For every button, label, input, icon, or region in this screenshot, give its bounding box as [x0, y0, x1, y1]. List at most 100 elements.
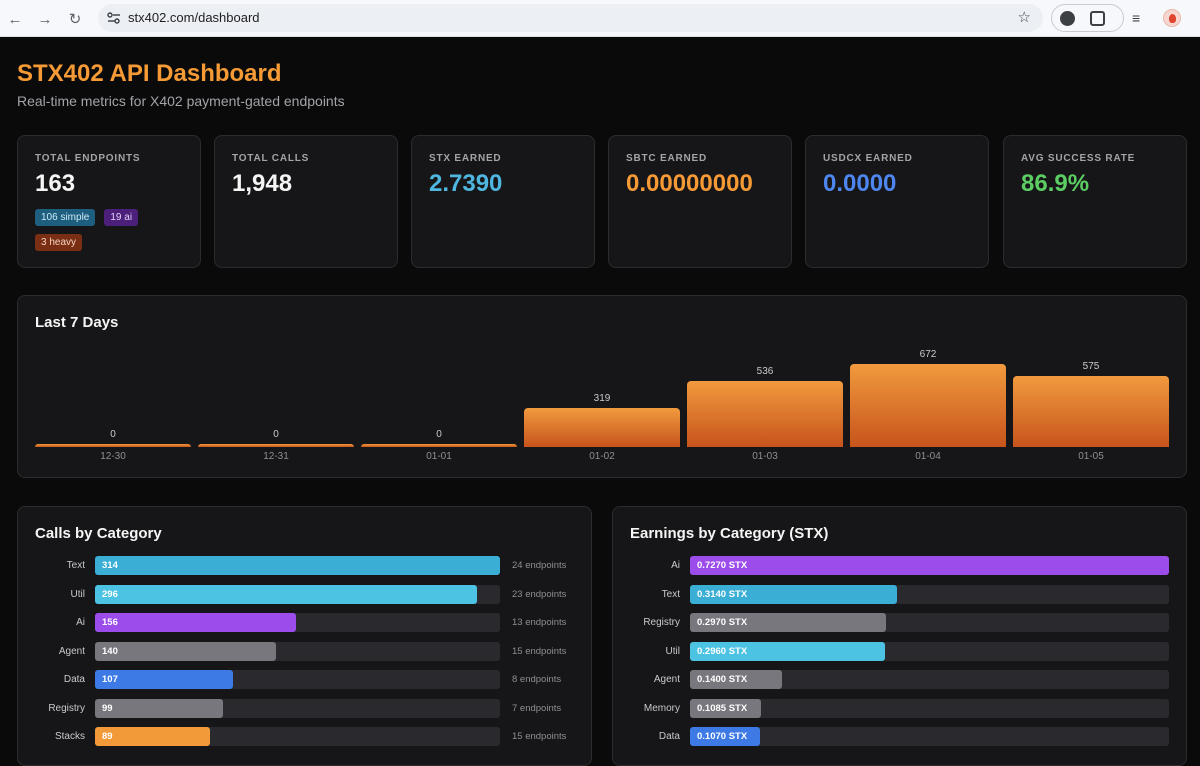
- badge-ai: 19 ai: [104, 209, 139, 226]
- address-bar[interactable]: stx402.com/dashboard ☆: [98, 4, 1043, 32]
- bar-track: 0.1085 STX: [690, 698, 1169, 718]
- bookmark-star-icon[interactable]: ☆: [1017, 9, 1031, 26]
- bar-value-label: 314: [102, 560, 118, 571]
- x-tick-label: 01-03: [752, 451, 778, 462]
- bar-ai: 156: [95, 613, 297, 632]
- bar-track: 0.2970 STX: [690, 613, 1169, 632]
- bar-value-label: 672: [919, 349, 937, 360]
- category-label: Util: [665, 645, 680, 657]
- category-label: Agent: [653, 674, 680, 685]
- bar-stacks: 89: [95, 727, 210, 746]
- bar-track: 0.1070 STX: [690, 727, 1169, 746]
- x-tick-label: 12-30: [100, 451, 126, 462]
- bar-track: 89: [95, 727, 500, 746]
- earnings-by-category-card: Earnings by Category (STX) Ai 0.7270 STX T…: [612, 506, 1187, 766]
- last-7-days-card: Last 7 Days 0 12-30 0 12-31 0 01-01 319 01-02 53…: [17, 295, 1187, 478]
- category-label: Agent: [58, 645, 85, 657]
- endpoint-count: 13 endpoints: [512, 617, 567, 628]
- bar-track: 107: [95, 670, 500, 689]
- bar-text: 314: [95, 556, 500, 575]
- bar-value-label: 296: [102, 588, 118, 600]
- stat-card-total-calls: TOTAL CALLS 1,948: [214, 135, 398, 268]
- bar-value-label: 0.1070 STX: [697, 731, 748, 742]
- category-label: Util: [70, 588, 85, 600]
- category-label: Data: [63, 674, 85, 685]
- profile-avatar[interactable]: [1163, 9, 1181, 27]
- bar-value-label: 0.1400 STX: [697, 674, 748, 685]
- bar-value-label: 0.2960 STX: [697, 645, 748, 657]
- bar-01-03: [687, 381, 843, 447]
- site-settings-icon[interactable]: [106, 10, 122, 26]
- bar-01-01: [361, 444, 517, 447]
- stat-card-total-endpoints: TOTAL ENDPOINTS 163 106 simple 19 ai 3 h…: [17, 135, 201, 268]
- category-label: Ai: [76, 617, 85, 628]
- stat-label: STX EARNED: [429, 153, 502, 164]
- back-arrow-icon[interactable]: ←: [7, 10, 23, 28]
- stat-value: 2.7390: [429, 170, 503, 197]
- bar-agent: 0.1400 STX: [690, 670, 783, 689]
- bar-util: 296: [95, 584, 477, 604]
- bar-registry: 99: [95, 698, 223, 718]
- bar-value-label: 0.3140 STX: [697, 588, 748, 600]
- bar-01-05: [1013, 376, 1169, 447]
- bar-track: 0.2960 STX: [690, 641, 1169, 661]
- badge-heavy: 3 heavy: [35, 234, 83, 251]
- bar-agent: 140: [95, 641, 276, 661]
- bar-track: 0.7270 STX: [690, 556, 1169, 575]
- category-label: Ai: [671, 560, 680, 571]
- category-label: Text: [66, 560, 85, 571]
- bar-value-label: 0: [110, 429, 116, 440]
- dashboard-page: STX402 API Dashboard Real-time metrics f…: [0, 38, 1200, 766]
- bar-01-04: [850, 364, 1006, 447]
- bar-track: 0.3140 STX: [690, 584, 1169, 604]
- bar-value-label: 0.7270 STX: [697, 560, 748, 571]
- endpoint-count: 15 endpoints: [512, 731, 567, 742]
- stat-value: 86.9%: [1021, 170, 1090, 197]
- reading-list-icon[interactable]: ≡: [1132, 10, 1141, 26]
- bar-track: 296: [95, 584, 500, 604]
- badge-simple: 106 simple: [35, 209, 96, 226]
- bar-value-label: 99: [102, 702, 113, 714]
- bar-value-label: 0: [436, 429, 442, 440]
- bar-value-label: 107: [102, 674, 118, 685]
- stat-value: 0.0000: [823, 170, 897, 197]
- bar-value-label: 0.1085 STX: [697, 702, 748, 714]
- browser-toolbar: ← → ↻ stx402.com/dashboard ☆ ≡: [0, 0, 1200, 37]
- stat-card-stx-earned: STX EARNED 2.7390: [411, 135, 595, 268]
- stat-card-sbtc-earned: SBTC EARNED 0.00000000: [608, 135, 792, 268]
- bar-track: 0.1400 STX: [690, 670, 1169, 689]
- stat-card-avg-success-rate: AVG SUCCESS RATE 86.9%: [1003, 135, 1187, 268]
- bar-track: 140: [95, 641, 500, 661]
- x-tick-label: 01-04: [915, 451, 941, 462]
- category-label: Data: [658, 731, 680, 742]
- forward-arrow-icon[interactable]: →: [37, 10, 53, 28]
- reload-icon[interactable]: ↻: [68, 11, 82, 28]
- category-label: Text: [661, 588, 680, 600]
- bar-value-label: 575: [1082, 361, 1100, 372]
- category-label: Stacks: [54, 731, 85, 742]
- x-tick-label: 12-31: [263, 451, 289, 462]
- extensions-group: [1051, 4, 1124, 32]
- category-label: Memory: [643, 702, 680, 714]
- bar-registry: 0.2970 STX: [690, 613, 886, 632]
- puzzle-icon[interactable]: [1090, 11, 1105, 26]
- bar-value-label: 0: [273, 429, 279, 440]
- category-label: Registry: [48, 702, 85, 714]
- card-title: Last 7 Days: [35, 314, 119, 331]
- bar-text: 0.3140 STX: [690, 584, 897, 604]
- bar-12-30: [35, 444, 191, 447]
- bar-data: 107: [95, 670, 233, 689]
- endpoint-count: 23 endpoints: [512, 588, 567, 600]
- endpoint-badges: 106 simple 19 ai 3 heavy: [35, 209, 155, 251]
- x-tick-label: 01-02: [589, 451, 615, 462]
- bar-memory: 0.1085 STX: [690, 698, 762, 718]
- bar-value-label: 319: [593, 393, 611, 404]
- page-title: STX402 API Dashboard: [17, 60, 282, 87]
- endpoint-count: 7 endpoints: [512, 702, 562, 714]
- url-text[interactable]: stx402.com/dashboard: [128, 10, 260, 25]
- card-title: Calls by Category: [35, 525, 162, 542]
- stat-value: 1,948: [232, 170, 293, 197]
- extension-icon[interactable]: [1060, 11, 1075, 26]
- x-tick-label: 01-05: [1078, 451, 1104, 462]
- endpoint-count: 24 endpoints: [512, 560, 567, 571]
